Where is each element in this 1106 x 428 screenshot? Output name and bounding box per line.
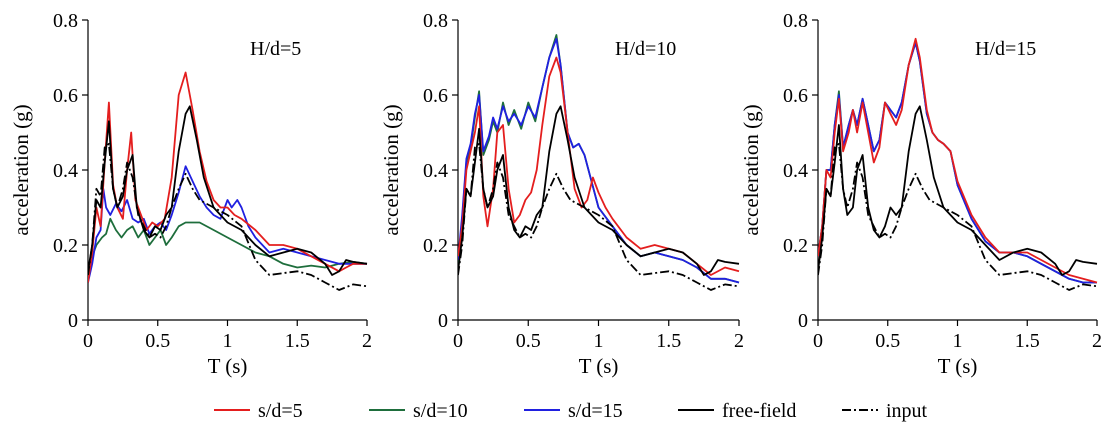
y-tick-label: 0.6: [53, 85, 78, 107]
x-tick-label: 0.5: [875, 330, 900, 352]
y-tick-label: 0.8: [53, 10, 78, 32]
y-tick-label: 0.6: [423, 85, 448, 107]
y-tick-label: 0: [798, 310, 808, 332]
panel-title: H/d=10: [615, 38, 676, 60]
series-line-s-d-5: [458, 56, 740, 276]
y-tick-label: 0.8: [423, 10, 448, 32]
legend-label-input: input: [886, 400, 928, 422]
legend-label-s-d-10: s/d=10: [413, 400, 468, 422]
y-tick-label: 0.4: [423, 160, 448, 182]
series-line-s-d-15: [88, 165, 367, 283]
legend-label-free-field: free-field: [722, 400, 796, 422]
x-tick-label: 1.5: [656, 330, 681, 352]
series-line-s-d-10: [88, 217, 368, 272]
legend-label-s-d-15: s/d=15: [568, 400, 623, 422]
x-tick-label: 0.5: [516, 330, 541, 352]
x-tick-label: 0: [83, 330, 93, 352]
x-tick-label: 1: [223, 330, 233, 352]
series-line-free-field: [88, 105, 368, 276]
legend-label-s-d-5: s/d=5: [258, 400, 303, 422]
x-tick-label: 1: [953, 330, 963, 352]
y-axis-title: acceleration (g): [9, 104, 33, 235]
x-tick-label: 0: [453, 330, 463, 352]
y-tick-label: 0.2: [783, 235, 808, 257]
y-tick-label: 0: [68, 310, 78, 332]
y-tick-label: 0.6: [783, 85, 808, 107]
x-tick-label: 0: [813, 330, 823, 352]
legend: s/d=5 s/d=10 s/d=15 free-field input: [214, 400, 928, 422]
x-tick-label: 2: [362, 330, 372, 352]
x-axis-title: T (s): [208, 354, 248, 378]
series-line-free-field: [458, 105, 740, 276]
y-tick-label: 0.4: [783, 160, 808, 182]
x-axis-title: T (s): [938, 354, 978, 378]
y-axis-title: acceleration (g): [739, 104, 763, 235]
x-tick-label: 1.5: [285, 330, 310, 352]
x-tick-label: 2: [1092, 330, 1102, 352]
series-line-s-d-15: [458, 37, 740, 284]
y-tick-label: 0.2: [423, 235, 448, 257]
x-tick-label: 1: [594, 330, 604, 352]
series-line-free-field: [818, 105, 1098, 276]
panel-h-d-15: 0 0.5 1 1.5 2 0 0.2 0.4 0.6 0.8 T (s) acceleration …: [739, 10, 1102, 378]
panel-h-d-10: 0 0.5 1 1.5 2 0 0.2 0.4 0.6 0.8 T (s) acceleration …: [379, 10, 744, 378]
panel-h-d-5: 0 0.5 1 1.5 2 0 0.2 0.4 0.6 0.8 T (s) acceleration …: [9, 10, 372, 378]
x-axis-title: T (s): [579, 354, 619, 378]
series-line-s-d-10: [458, 34, 740, 284]
y-tick-label: 0.8: [783, 10, 808, 32]
y-tick-label: 0.4: [53, 160, 78, 182]
x-tick-label: 2: [734, 330, 744, 352]
panel-title: H/d=15: [975, 38, 1036, 60]
y-tick-label: 0.2: [53, 235, 78, 257]
panel-title: H/d=5: [250, 38, 301, 60]
series-line-s-d-5: [88, 71, 367, 283]
x-tick-label: 1.5: [1015, 330, 1040, 352]
y-axis-title: acceleration (g): [379, 104, 403, 235]
x-tick-label: 0.5: [145, 330, 170, 352]
y-tick-label: 0: [438, 310, 448, 332]
